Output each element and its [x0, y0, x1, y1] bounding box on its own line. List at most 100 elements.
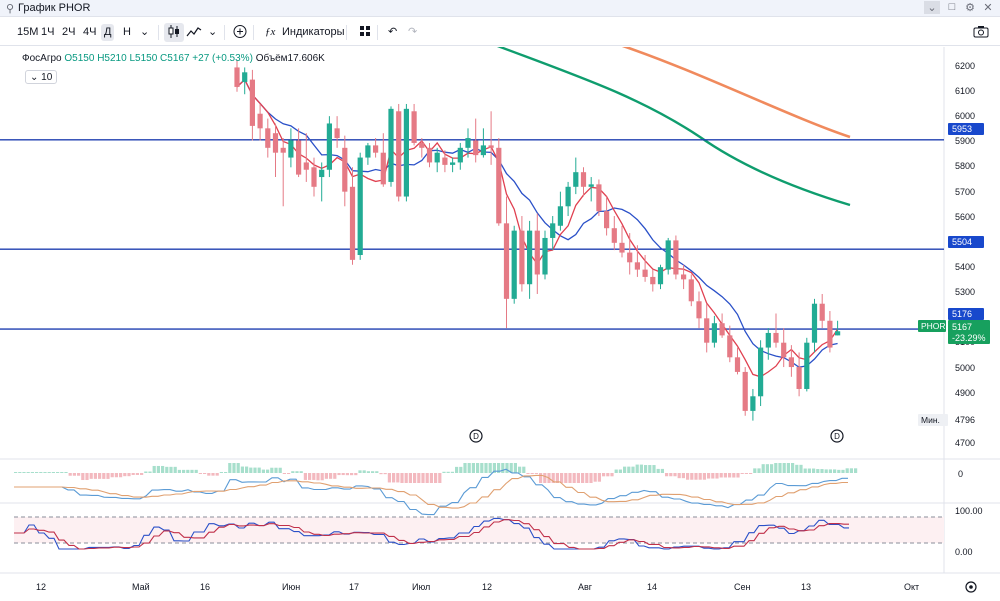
candle-body [534, 230, 540, 275]
redo-icon[interactable]: ↷ [408, 26, 418, 38]
symbol-name[interactable]: ФосАгро [22, 53, 62, 64]
candle-body [804, 342, 810, 389]
interval-15m[interactable]: 15М [17, 26, 39, 38]
ma-long-line [621, 47, 851, 139]
close-icon[interactable]: ✕ [983, 2, 993, 14]
histogram-bar [518, 466, 522, 473]
candle-body [557, 206, 563, 226]
histogram-bar [820, 469, 824, 473]
interval-week[interactable]: Н [123, 26, 131, 38]
histogram-bar [186, 469, 190, 473]
histogram-bar [631, 466, 635, 473]
candle-body [480, 145, 486, 156]
compare-plus-icon[interactable] [229, 23, 251, 40]
histogram-bar [854, 468, 858, 473]
candle-body [380, 152, 386, 185]
histogram-bar [837, 469, 841, 473]
interval-2h[interactable]: 2Ч [62, 26, 76, 38]
gear-icon[interactable]: ⚙ [965, 2, 975, 14]
candle-body [373, 145, 379, 153]
search-icon[interactable]: ⚲ [6, 3, 15, 15]
ma-mid-line [236, 78, 838, 368]
ma-length: 10 [41, 72, 53, 83]
histogram-bar [249, 467, 253, 473]
histogram-bar [765, 464, 769, 473]
candle-body [419, 142, 425, 148]
time-axis: 12 Май 16 Июн 17 Июл 12 Авг 14 Сен 13 Ок… [36, 582, 919, 592]
histogram-bar [85, 473, 89, 481]
histogram-bar [51, 472, 55, 473]
histogram-bar [589, 473, 593, 483]
histogram-bar [404, 473, 408, 483]
histogram-bar [169, 466, 173, 473]
chevron-down-icon[interactable]: ⌄ [140, 26, 150, 38]
oscillator-tick: 100.00 [955, 506, 983, 516]
candle-body [819, 303, 825, 321]
histogram-bar [425, 473, 429, 483]
dividend-marker-2[interactable]: D [830, 429, 844, 443]
histogram-bar [648, 465, 652, 473]
histogram-bar [732, 473, 736, 478]
candle-body [496, 147, 502, 224]
histogram-bar [770, 464, 774, 473]
collapse-icon[interactable]: ⌄ [924, 1, 940, 14]
histogram-bar [845, 468, 849, 473]
candle-body [827, 320, 833, 348]
oscillator-tick: 0 [958, 469, 963, 479]
indicator-line-icon[interactable] [183, 23, 205, 40]
histogram-bar [106, 473, 110, 479]
toolbar-divider [224, 25, 225, 40]
histogram-bar [459, 466, 463, 473]
candle-body [527, 230, 533, 285]
restore-icon[interactable]: □ [948, 1, 956, 13]
time-tick: 16 [200, 582, 210, 592]
histogram-bar [215, 473, 219, 476]
histogram-bar [501, 463, 505, 473]
legend-volume: Объём17.606K [255, 53, 325, 64]
window-title: График PHOR [18, 2, 91, 14]
price-tick: 6200 [955, 61, 975, 71]
histogram-bar [257, 467, 261, 473]
settings-icon[interactable] [965, 581, 977, 593]
histogram-bar [232, 463, 236, 473]
candle-body [519, 230, 525, 285]
histogram-bar [564, 473, 568, 483]
time-tick: Авг [578, 582, 593, 592]
price-tick: 4700 [955, 438, 975, 448]
histogram-bar [690, 473, 694, 480]
indicators-button[interactable]: Индикаторы [282, 26, 345, 38]
ma-legend-toggle[interactable]: ⌄ 10 [25, 70, 58, 84]
interval-day[interactable]: Д [101, 24, 115, 41]
histogram-bar [89, 473, 93, 479]
candle-body [511, 230, 517, 299]
dividend-marker-1[interactable]: D [469, 429, 483, 443]
histogram-bar [39, 472, 43, 473]
candle-body [450, 162, 456, 165]
min-price-badge: Мин. 4796 [918, 414, 975, 426]
price-tick: 5900 [955, 136, 975, 146]
histogram-bar [240, 466, 244, 473]
camera-icon[interactable] [970, 23, 992, 40]
histogram-bar [660, 468, 664, 473]
histogram-bar [543, 473, 547, 483]
layout-grid-icon[interactable] [355, 23, 375, 40]
interval-4h[interactable]: 4Ч [83, 26, 97, 38]
chevron-down-icon[interactable]: ⌄ [208, 26, 218, 38]
candles-icon[interactable] [164, 23, 184, 42]
histogram-bar [408, 473, 412, 483]
histogram-bar [723, 473, 727, 478]
toolbar-divider [377, 25, 378, 40]
histogram-bar [182, 469, 186, 473]
interval-1h[interactable]: 1Ч [41, 26, 55, 38]
histogram-bar [799, 464, 803, 473]
candle-body [796, 367, 802, 389]
candle-body [257, 113, 263, 129]
time-tick: 14 [647, 582, 657, 592]
price-chart[interactable]: D D 6200 6100 6000 5900 5800 5700 5600 5… [0, 47, 1000, 601]
fx-icon[interactable]: ƒx [265, 26, 276, 38]
undo-icon[interactable]: ↶ [388, 26, 398, 38]
histogram-bar [194, 469, 198, 473]
percent-change: -23.29% [952, 333, 986, 343]
histogram-bar [228, 463, 232, 473]
candle-body [442, 157, 448, 165]
